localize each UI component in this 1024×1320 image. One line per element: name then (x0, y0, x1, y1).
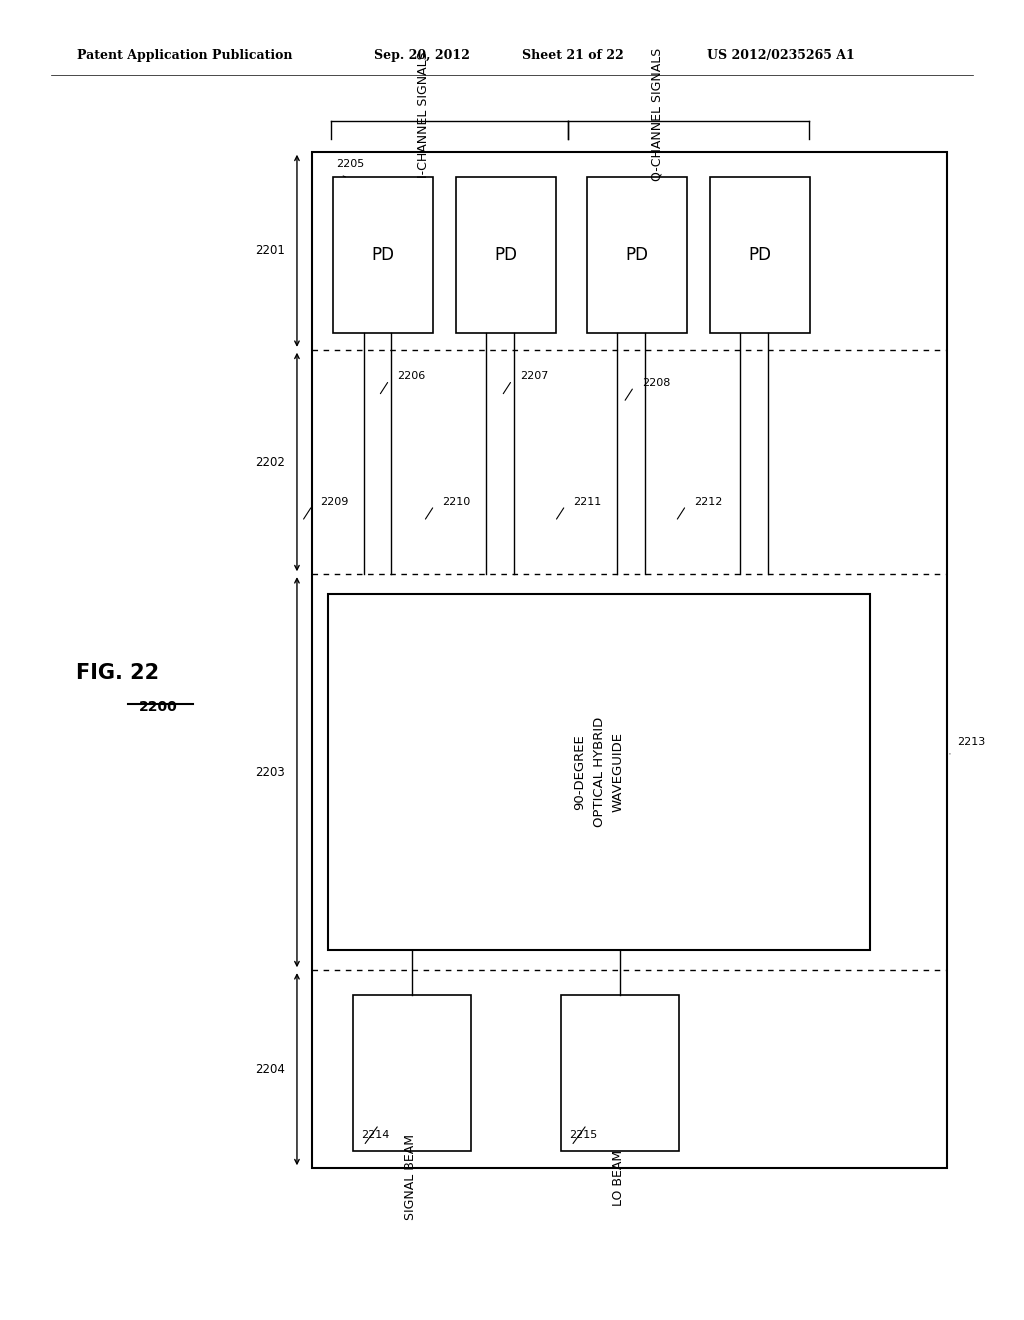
Text: I-CHANNEL SIGNALS: I-CHANNEL SIGNALS (417, 51, 430, 178)
Text: 2210: 2210 (442, 496, 471, 507)
Text: Q-CHANNEL SIGNALS: Q-CHANNEL SIGNALS (650, 49, 664, 181)
Text: PD: PD (372, 246, 394, 264)
Text: 2208: 2208 (642, 378, 671, 388)
Bar (328, 594, 870, 950)
Text: 2211: 2211 (573, 496, 602, 507)
Text: FIG. 22: FIG. 22 (76, 663, 160, 684)
Text: PD: PD (495, 246, 517, 264)
Text: 2207: 2207 (520, 371, 549, 381)
Text: 2212: 2212 (694, 496, 723, 507)
Text: LO BEAM: LO BEAM (612, 1150, 626, 1205)
Text: PD: PD (626, 246, 648, 264)
Bar (353, 995, 471, 1151)
Text: US 2012/0235265 A1: US 2012/0235265 A1 (707, 49, 854, 62)
Bar (587, 177, 687, 333)
Text: 2200: 2200 (139, 700, 178, 714)
Bar (710, 177, 810, 333)
Text: Sheet 21 of 22: Sheet 21 of 22 (522, 49, 624, 62)
Bar (561, 995, 679, 1151)
Text: 90-DEGREE
OPTICAL HYBRID
WAVEGUIDE: 90-DEGREE OPTICAL HYBRID WAVEGUIDE (573, 717, 625, 828)
Text: Sep. 20, 2012: Sep. 20, 2012 (374, 49, 470, 62)
Text: 2204: 2204 (255, 1063, 285, 1076)
Text: 2215: 2215 (569, 1130, 598, 1140)
Text: SIGNAL BEAM: SIGNAL BEAM (404, 1134, 418, 1221)
Text: 2203: 2203 (255, 766, 285, 779)
Text: 2206: 2206 (397, 371, 426, 381)
Text: Patent Application Publication: Patent Application Publication (77, 49, 292, 62)
Text: 2214: 2214 (361, 1130, 390, 1140)
Text: 2205: 2205 (336, 158, 365, 169)
Text: 2213: 2213 (957, 737, 986, 747)
Text: 2209: 2209 (321, 496, 349, 507)
Text: 2201: 2201 (255, 244, 285, 257)
Bar (333, 177, 433, 333)
Bar (312, 152, 947, 1168)
Bar (456, 177, 556, 333)
Text: PD: PD (749, 246, 771, 264)
Text: 2202: 2202 (255, 455, 285, 469)
